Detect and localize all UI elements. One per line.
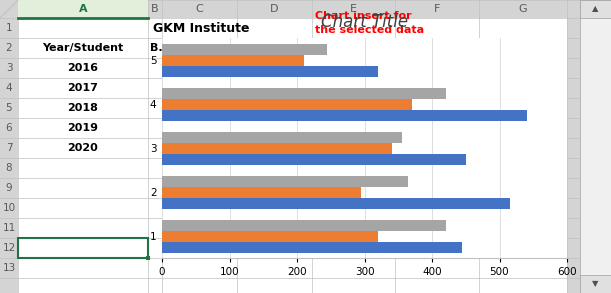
Text: 5: 5 xyxy=(5,103,12,113)
Polygon shape xyxy=(0,0,18,18)
Text: 7: 7 xyxy=(5,143,12,153)
Text: 11: 11 xyxy=(2,223,16,233)
Text: 3: 3 xyxy=(5,63,12,73)
Text: ▲: ▲ xyxy=(592,4,599,13)
Bar xyxy=(162,176,408,187)
Bar xyxy=(580,275,611,293)
Bar xyxy=(580,0,611,293)
Text: B.Te: B.Te xyxy=(150,43,177,53)
Text: 6: 6 xyxy=(5,123,12,133)
Text: ▼: ▼ xyxy=(592,280,599,289)
Text: E: E xyxy=(350,4,357,14)
Bar xyxy=(18,0,148,18)
Text: 12: 12 xyxy=(2,243,16,253)
Bar xyxy=(162,110,527,120)
Text: 2019: 2019 xyxy=(67,123,98,133)
Bar xyxy=(162,241,463,253)
Text: 13: 13 xyxy=(2,263,16,273)
Text: 2: 2 xyxy=(5,43,12,53)
Text: 2020: 2020 xyxy=(68,143,98,153)
Title: Chart Title: Chart Title xyxy=(321,13,408,31)
Bar xyxy=(162,98,412,110)
Bar xyxy=(580,0,611,293)
Bar xyxy=(0,0,611,18)
Text: 2017: 2017 xyxy=(68,83,98,93)
Text: 2018: 2018 xyxy=(68,103,98,113)
Bar xyxy=(162,132,401,142)
Bar xyxy=(162,88,445,98)
Bar xyxy=(162,154,466,164)
Text: C: C xyxy=(196,4,203,14)
Text: Chart insert for
the selected data: Chart insert for the selected data xyxy=(315,11,424,35)
Bar xyxy=(162,66,378,76)
Text: 9: 9 xyxy=(5,183,12,193)
Text: Year/Student: Year/Student xyxy=(42,43,123,53)
Text: G: G xyxy=(519,4,527,14)
Bar xyxy=(162,54,304,66)
Bar xyxy=(162,187,361,197)
Text: 2016: 2016 xyxy=(67,63,98,73)
Text: 1: 1 xyxy=(5,23,12,33)
Text: GKM Institute: GKM Institute xyxy=(153,21,249,35)
Text: A: A xyxy=(79,4,87,14)
Bar xyxy=(146,256,150,260)
Bar xyxy=(18,0,567,293)
Bar xyxy=(0,0,18,293)
Bar xyxy=(18,238,148,258)
Text: D: D xyxy=(270,4,279,14)
Bar xyxy=(580,0,611,18)
Bar xyxy=(162,43,327,54)
Text: 4: 4 xyxy=(5,83,12,93)
Bar xyxy=(162,197,510,209)
Text: 8: 8 xyxy=(5,163,12,173)
Bar xyxy=(162,142,392,154)
Text: F: F xyxy=(434,4,440,14)
Text: 10: 10 xyxy=(2,203,15,213)
Bar xyxy=(162,231,378,241)
Text: B: B xyxy=(151,4,159,14)
Bar xyxy=(162,219,445,231)
